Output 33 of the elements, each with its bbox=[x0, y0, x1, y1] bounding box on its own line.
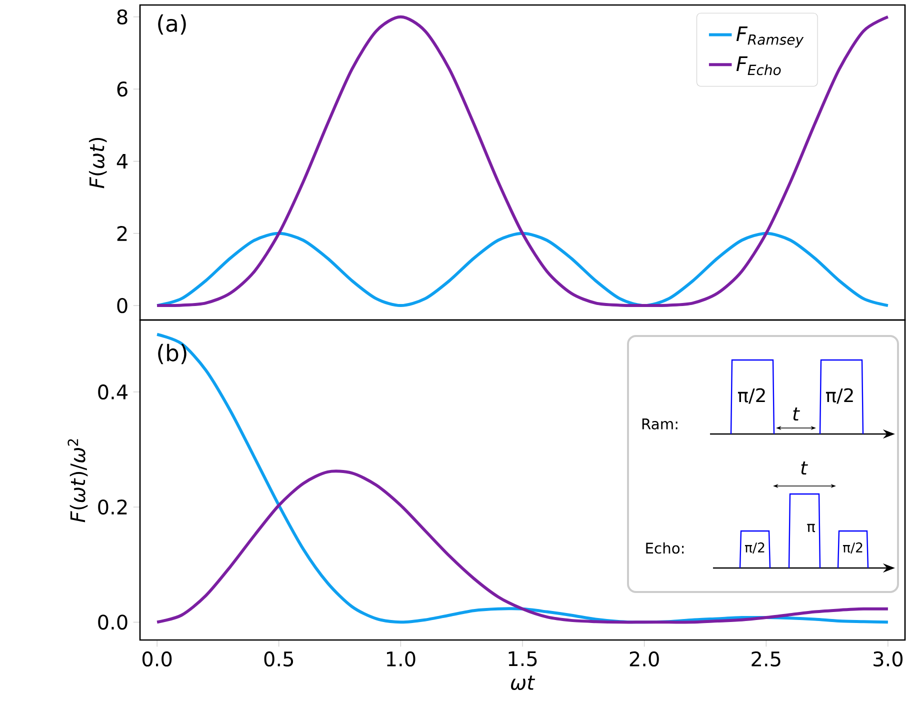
y-tick-label: 0.4 bbox=[98, 384, 128, 400]
line-series bbox=[156, 232, 890, 308]
annotation: t bbox=[793, 407, 800, 421]
annotation: π/2 bbox=[842, 542, 862, 554]
annotation: Echo: bbox=[646, 542, 684, 554]
annotation: Ram: bbox=[642, 418, 678, 430]
annotation: t bbox=[801, 461, 808, 475]
legend-label: F$_{Ramsey}$ bbox=[736, 26, 804, 48]
legend-label: F$_{Echo}$ bbox=[736, 56, 781, 76]
x-tick-label: 2.5 bbox=[752, 651, 780, 667]
x-tick-label: 2.0 bbox=[630, 651, 659, 667]
x-axis-title: ωt bbox=[511, 676, 536, 690]
x-tick-label: 3.0 bbox=[874, 651, 903, 667]
y-axis-title: F(ωt)/ω$^{2}$ bbox=[68, 439, 88, 522]
annotation: (a) bbox=[158, 14, 186, 35]
x-tick-label: 1.0 bbox=[386, 651, 416, 667]
y-tick-label: 0 bbox=[117, 298, 128, 314]
y-tick-label: 2 bbox=[117, 226, 127, 241]
x-tick-label: 1.5 bbox=[508, 651, 537, 666]
annotation: (b) bbox=[158, 344, 186, 364]
y-tick-label: 8 bbox=[117, 9, 128, 24]
x-tick-label: 0.5 bbox=[264, 651, 294, 667]
x-tick-label: 0.0 bbox=[142, 651, 172, 667]
annotation: π/2 bbox=[738, 388, 765, 404]
y-tick-label: 4 bbox=[116, 154, 128, 169]
annotation: π/2 bbox=[744, 542, 764, 554]
line-series bbox=[156, 15, 890, 308]
annotation: π bbox=[807, 524, 816, 532]
y-tick-label: 0.2 bbox=[98, 499, 127, 515]
annotation: π/2 bbox=[826, 388, 853, 404]
y-axis-title: F(ωt) bbox=[88, 138, 107, 188]
y-tick-label: 6 bbox=[117, 82, 128, 97]
y-tick-label: 0.0 bbox=[98, 614, 128, 630]
